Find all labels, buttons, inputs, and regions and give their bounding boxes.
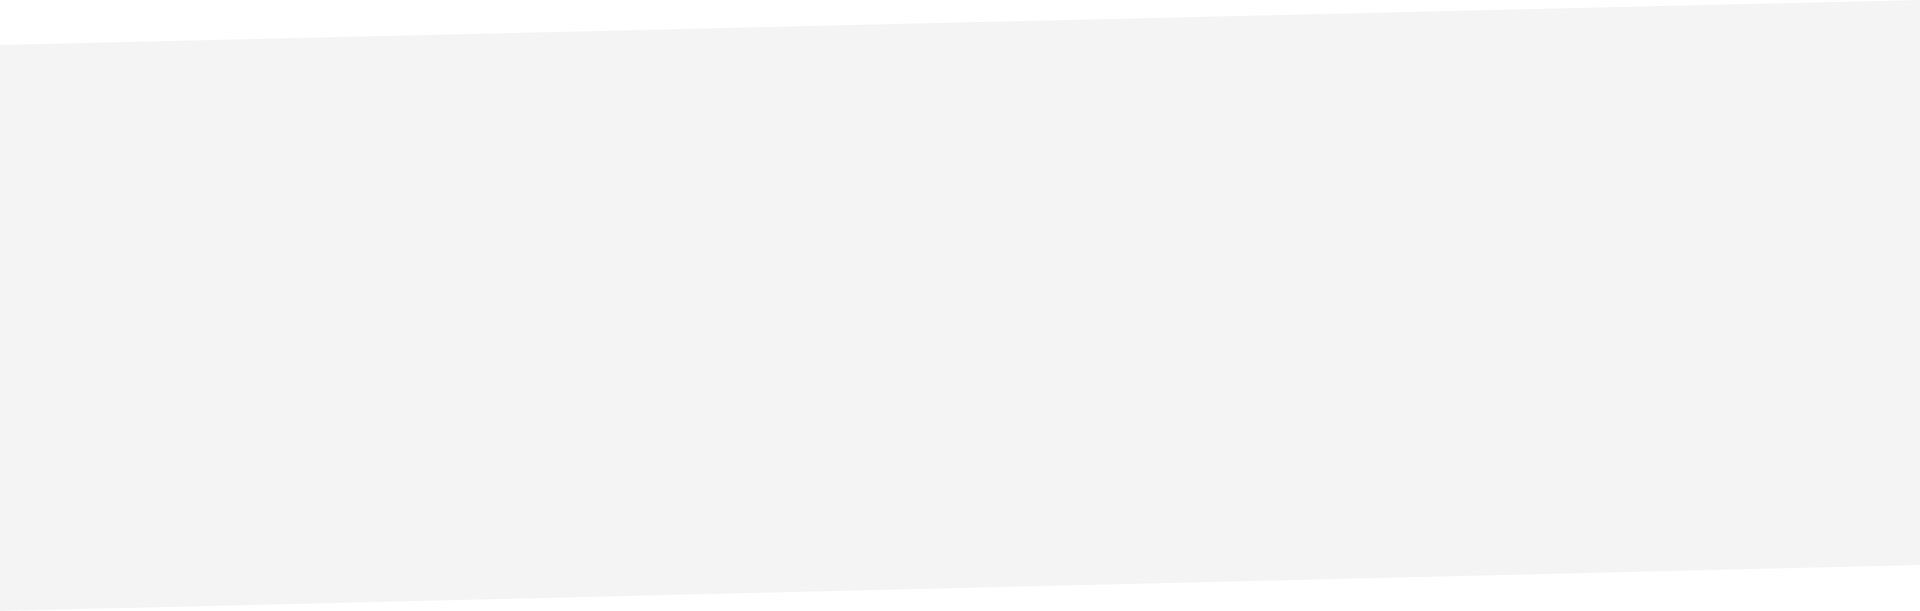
page-section xyxy=(0,0,1920,611)
band-shape xyxy=(0,0,1920,611)
skewed-background-band xyxy=(0,0,1920,611)
